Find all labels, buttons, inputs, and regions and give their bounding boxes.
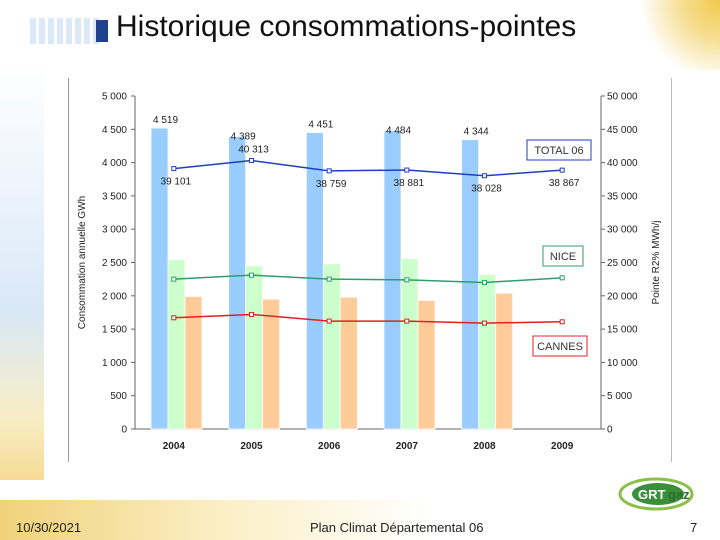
y-tick-label: 1 000 [102, 358, 127, 369]
bar-label-total: 4 389 [231, 132, 256, 143]
point-total [171, 166, 177, 172]
y2-tick-label: 25 000 [607, 258, 638, 269]
bar-cannes [495, 292, 514, 430]
point-total [326, 168, 332, 174]
y-tick-label: 3 500 [102, 191, 127, 202]
point-cannes [482, 320, 487, 326]
y-tick-label: 4 000 [102, 158, 127, 169]
point-nice [249, 272, 254, 278]
y2-axis-label: Pointe R2% MWh/j [651, 221, 662, 305]
chart-svg: 0 500 1 000 1 500 2 000 2 500 3 000 3 500 4 000 4… [77, 92, 662, 453]
point-label-total: 40 313 [238, 145, 269, 156]
bar-cannes [417, 300, 436, 430]
point-total [404, 167, 410, 173]
top-left-decoration [30, 18, 100, 44]
point-nice [404, 277, 410, 283]
bar-nice [245, 265, 264, 430]
bar-nice [400, 258, 419, 430]
line-nice [173, 274, 563, 284]
bar-cannes [339, 296, 358, 430]
bar-label-total: 4 451 [308, 120, 333, 131]
bar-nice [478, 274, 497, 430]
legend-label-cannes: CANNES [537, 341, 583, 353]
y-axis-label: Consommation annuelle GWh [77, 196, 88, 329]
point-label-total: 38 881 [394, 178, 425, 189]
point-total [559, 167, 565, 173]
y-tick-label: 0 [121, 425, 127, 436]
bar-total [150, 127, 169, 430]
x-tick-label: 2008 [473, 441, 496, 452]
logo-text-a: GRT [638, 487, 666, 502]
point-cannes [559, 319, 565, 325]
legend-box-nice [542, 245, 584, 267]
logo-text-b: gaz [668, 487, 690, 502]
bottom-decoration [0, 500, 720, 540]
point-nice [326, 276, 332, 282]
y2-tick-label: 45 000 [607, 125, 638, 136]
y2-tick-label: 40 000 [607, 158, 638, 169]
bar-cannes [184, 296, 203, 430]
y2-tick-label: 30 000 [607, 225, 638, 236]
y2-tick-label: 20 000 [607, 291, 638, 302]
top-right-decoration [630, 0, 720, 70]
bar-total [305, 132, 324, 430]
y-tick-label: 2 000 [102, 291, 127, 302]
y2-tick-label: 0 [607, 425, 613, 436]
y2-tick-label: 35 000 [607, 191, 638, 202]
legend-box-total [526, 139, 592, 161]
y-tick-label: 5 000 [102, 92, 127, 103]
y-tick-label: 1 500 [102, 325, 127, 336]
point-label-total: 39 101 [161, 177, 192, 188]
point-total [482, 173, 487, 179]
point-label-total: 38 867 [549, 178, 580, 189]
bar-label-total: 4 484 [386, 125, 411, 136]
point-label-total: 38 028 [471, 184, 502, 195]
y2-tick-label: 5 000 [607, 391, 632, 402]
x-tick-label: 2005 [240, 441, 263, 452]
line-cannes [173, 313, 563, 324]
title-marker [96, 20, 108, 42]
grtgaz-logo: GRT gaz [618, 477, 694, 511]
chart-frame: 0 500 1 000 1 500 2 000 2 500 3 000 3 500 4 000 4… [68, 78, 672, 462]
legend-box-cannes [532, 335, 588, 357]
bar-label-total: 4 519 [153, 115, 178, 126]
bar-cannes [262, 298, 281, 430]
point-cannes [326, 318, 332, 324]
x-tick-label: 2006 [318, 441, 341, 452]
footer-date: 10/30/2021 [16, 520, 82, 535]
bar-total [228, 136, 247, 430]
point-nice [482, 279, 487, 285]
y-tick-label: 500 [110, 391, 127, 402]
point-nice [171, 276, 177, 282]
footer-title: Plan Climat Départemental 06 [310, 520, 484, 535]
legend-label-nice: NICE [550, 251, 576, 263]
y2-tick-label: 15 000 [607, 325, 638, 336]
y2-tick-label: 10 000 [607, 358, 638, 369]
point-cannes [249, 311, 254, 317]
point-nice [559, 275, 565, 281]
y-tick-label: 3 000 [102, 225, 127, 236]
bar-nice [167, 259, 186, 430]
left-decoration [0, 60, 44, 480]
bar-label-total: 4 344 [464, 127, 489, 138]
x-tick-label: 2007 [396, 441, 419, 452]
y-tick-label: 2 500 [102, 258, 127, 269]
bar-nice [322, 263, 341, 430]
y2-tick-label: 50 000 [607, 92, 638, 103]
point-cannes [404, 318, 410, 324]
page-number: 7 [690, 520, 698, 535]
point-label-total: 38 759 [316, 179, 347, 190]
point-cannes [171, 315, 177, 321]
legend-label-total: TOTAL 06 [534, 145, 583, 157]
y-tick-label: 4 500 [102, 125, 127, 136]
x-tick-label: 2004 [163, 441, 186, 452]
line-total [173, 159, 563, 177]
x-tick-label: 2009 [551, 441, 574, 452]
slide-title: Historique consommations-pointes [116, 10, 577, 43]
point-total [249, 158, 254, 164]
